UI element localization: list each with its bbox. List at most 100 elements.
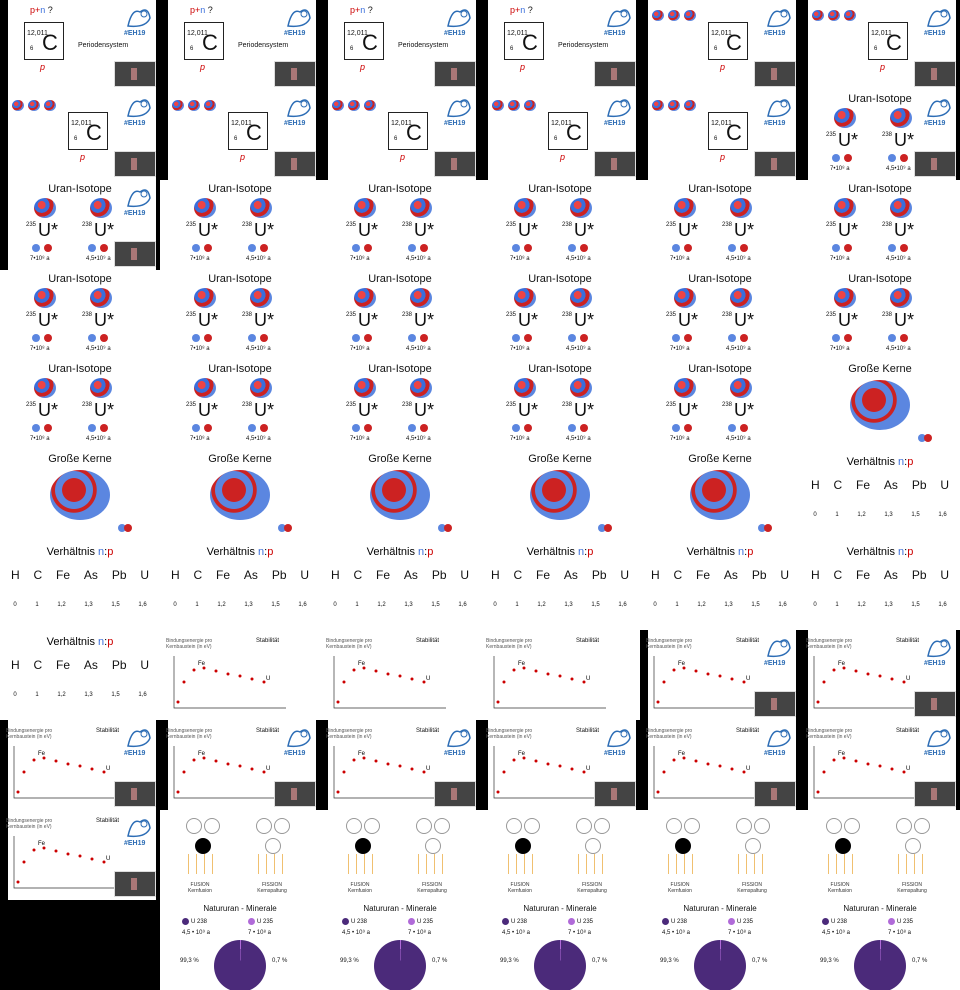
slide-thumbnail-iso[interactable]: Uran-Isotope 235 U* 7•10⁸ a 238 U* 4,5•10⁹ a [640,360,800,450]
ratio-values: 0 1 1,2 1,3 1,5 1,6 [4,602,156,608]
slide-thumbnail-mineral[interactable]: Natururan - Minerale U 238 U 235 4,5 • 10⁹ … [640,900,800,990]
slide-thumbnail-iso[interactable]: Uran-Isotope 235 U* 7•10⁸ a 238 U* 4,5•10⁹ a [640,270,800,360]
proton-dot [580,244,588,252]
binding-point [842,756,846,760]
slide-thumbnail-big[interactable]: Große Kerne [0,450,160,540]
pct238: 99,3 % [340,958,359,964]
slide-thumbnail-ratio[interactable]: Verhältnis n:p H C Fe As Pb U 0 1 1,2 1,3 1,5 1,6 [0,630,160,720]
slide-thumbnail-binding[interactable]: Bindungsenergie pro Kernbaustein (in eV)… [320,630,480,720]
slide-thumbnail-fusion[interactable]: FUSION Kernfusion FISSION Kernspaltung [160,810,320,900]
element-box-carbon: 12,011 6 C [504,22,544,60]
slide-thumbnail-ratio[interactable]: Verhältnis n:p H C Fe As Pb U 0 1 1,2 1,3 1,5 1,6 [320,540,480,630]
isotope-title: Uran-Isotope [688,363,752,375]
ratio-value: 1 [355,602,359,608]
slide-thumbnail-binding[interactable]: Bindungsenergie pro Kernbaustein (in eV)… [320,720,480,810]
u235-swatch [888,918,895,925]
ratio-value: 1,5 [751,602,760,608]
slide-thumbnail-iso[interactable]: Uran-Isotope 235 U* 7•10⁸ a 238 U* 4,5•10⁹ a [480,180,640,270]
neutron-dot [248,244,256,252]
slide-thumbnail-fusion[interactable]: FUSION Kernfusion FISSION Kernspaltung [480,810,640,900]
slide-thumbnail-iso[interactable]: Uran-Isotope 235 U* 7•10⁸ a 238 U* 4,5•10⁹ a #E… [0,180,160,270]
ratio-colon: : [584,546,588,558]
slide-thumbnail-binding[interactable]: Bindungsenergie pro Kernbaustein (in eV)… [480,720,640,810]
slide-thumbnail-big[interactable]: Große Kerne [160,450,320,540]
slide-thumbnail-iso[interactable]: Uran-Isotope 235 U* 7•10⁸ a 238 U* 4,5•10⁹ a [0,270,160,360]
slide-thumbnail-fusion[interactable]: FUSION Kernfusion FISSION Kernspaltung [800,810,960,900]
nucleus-circle [594,818,610,834]
half-life: 4,5•10⁹ a [566,346,591,352]
slide-thumbnail-binding[interactable]: Bindungsenergie pro Kernbaustein (in eV)… [160,720,320,810]
element-symbol: C [193,568,203,582]
slide-thumbnail-ratio[interactable]: Verhältnis n:p H C Fe As Pb U 0 1 1,2 1,3 1,5 1,6 [800,540,960,630]
half-life: 4,5•10⁹ a [726,346,751,352]
black-bar-right [476,90,480,180]
slide-thumbnail-iso[interactable]: Uran-Isotope 235 U* 7•10⁸ a 238 U* 4,5•10⁹ a [320,360,480,450]
logo-tag: #EH19 [924,120,946,127]
atomic-mass: 12,011 [391,120,412,127]
slide-thumbnail-iso[interactable]: Uran-Isotope 235 U* 7•10⁸ a 238 U* 4,5•10⁹ a [640,180,800,270]
slide-thumbnail-ratio[interactable]: Verhältnis n:p H C Fe As Pb U 0 1 1,2 1,3 1,5 1,6 [800,450,960,540]
ratio-value: 1,2 [57,602,66,608]
slide-thumbnail-binding[interactable]: Bindungsenergie pro Kernbaustein (in eV)… [800,630,960,720]
slide-thumbnail-fusion[interactable]: FUSION Kernfusion FISSION Kernspaltung [640,810,800,900]
binding-point [410,677,414,681]
atomic-mass: 12,011 [711,30,732,37]
binding-point [866,672,870,676]
black-bar-left [320,0,328,90]
slide-thumbnail-binding[interactable]: Bindungsenergie pro Kernbaustein (in eV)… [800,720,960,810]
uranium-symbol: 235 U* [506,400,539,420]
slide-thumbnail-ratio[interactable]: Verhältnis n:p H C Fe As Pb U 0 1 1,2 1,3 1,5 1,6 [160,540,320,630]
mass-number: 235 [346,222,357,228]
slide-thumbnail-binding[interactable]: Bindungsenergie pro Kernbaustein (in eV)… [160,630,320,720]
slide-thumbnail-iso[interactable]: Uran-Isotope 235 U* 7•10⁸ a 238 U* 4,5•10⁹ a [480,270,640,360]
slide-thumbnail-big[interactable]: Große Kerne [800,360,960,450]
slide-thumbnail-binding[interactable]: Bindungsenergie pro Kernbaustein (in eV)… [640,720,800,810]
slide-thumbnail-binding[interactable]: Bindungsenergie pro Kernbaustein (in eV)… [480,630,640,720]
slide-thumbnail-big[interactable]: Große Kerne [320,450,480,540]
mass-number: 235 [186,402,197,408]
slide-thumbnail-binding[interactable]: Bindungsenergie pro Kernbaustein (in eV)… [0,810,160,900]
binding-point [522,756,526,760]
slide-thumbnail-iso[interactable]: Uran-Isotope 235 U* 7•10⁸ a 238 U* 4,5•10⁹ a [160,360,320,450]
slide-thumbnail-iso[interactable]: Uran-Isotope 235 U* 7•10⁸ a 238 U* 4,5•10⁹ a [800,270,960,360]
slide-thumbnail-ratio[interactable]: Verhältnis n:p H C Fe As Pb U 0 1 1,2 1,3 1,5 1,6 [0,540,160,630]
proton-dot [204,334,212,342]
slide-thumbnail-big[interactable]: Große Kerne [640,450,800,540]
slide-thumbnail-ratio[interactable]: Verhältnis n:p H C Fe As Pb U 0 1 1,2 1,3 1,5 1,6 [480,540,640,630]
slide-thumbnail-iso[interactable]: Uran-Isotope 235 U* 7•10⁸ a 238 U* 4,5•10⁹ a [320,180,480,270]
slide-thumbnail-mineral[interactable]: Natururan - Minerale U 238 U 235 4,5 • 10⁹ … [320,900,480,990]
slide-thumbnail-iso[interactable]: Uran-Isotope 235 U* 7•10⁸ a 238 U* 4,5•10⁹ a [160,270,320,360]
binding-point [262,770,266,774]
slide-thumbnail-binding[interactable]: Bindungsenergie pro Kernbaustein (in eV)… [640,630,800,720]
slide-thumbnail-big[interactable]: Große Kerne [480,450,640,540]
ratio-value: 1,3 [724,602,733,608]
slide-thumbnail-mineral[interactable]: Natururan - Minerale U 238 U 235 4,5 • 10⁹ … [160,900,320,990]
isotope-title: Uran-Isotope [208,363,272,375]
slide-thumbnail-fusion[interactable]: FUSION Kernfusion FISSION Kernspaltung [320,810,480,900]
slide-thumbnail-binding[interactable]: Bindungsenergie pro Kernbaustein (in eV)… [0,720,160,810]
slide-thumbnail-ratio[interactable]: Verhältnis n:p H C Fe As Pb U 0 1 1,2 1,3 1,5 1,6 [640,540,800,630]
ratio-value: 1,3 [884,512,893,518]
slide-thumbnail-iso[interactable]: Uran-Isotope 235 U* 7•10⁸ a 238 U* 4,5•10⁹ a [480,360,640,450]
neutron-dot [512,334,520,342]
uranium-symbol: 235 U* [346,310,379,330]
slide-thumbnail-iso[interactable]: Uran-Isotope 235 U* 7•10⁸ a 238 U* 4,5•10⁹ a #E… [800,90,960,180]
slide-thumbnail-mineral[interactable]: Natururan - Minerale U 238 U 235 4,5 • 10⁹ … [800,900,960,990]
binding-point [202,756,206,760]
slide-thumbnail-mineral[interactable]: Natururan - Minerale U 238 U 235 4,5 • 10⁹ … [480,900,640,990]
slide-thumbnail-iso[interactable]: Uran-Isotope 235 U* 7•10⁸ a 238 U* 4,5•10⁹ a [800,180,960,270]
slide-thumbnail-iso[interactable]: Uran-Isotope 235 U* 7•10⁸ a 238 U* 4,5•10⁹ a [0,360,160,450]
slide-thumbnail-iso[interactable]: Uran-Isotope 235 U* 7•10⁸ a 238 U* 4,5•10⁹ a [320,270,480,360]
slide-thumbnail-iso[interactable]: Uran-Isotope 235 U* 7•10⁸ a 238 U* 4,5•10⁹ a [160,180,320,270]
